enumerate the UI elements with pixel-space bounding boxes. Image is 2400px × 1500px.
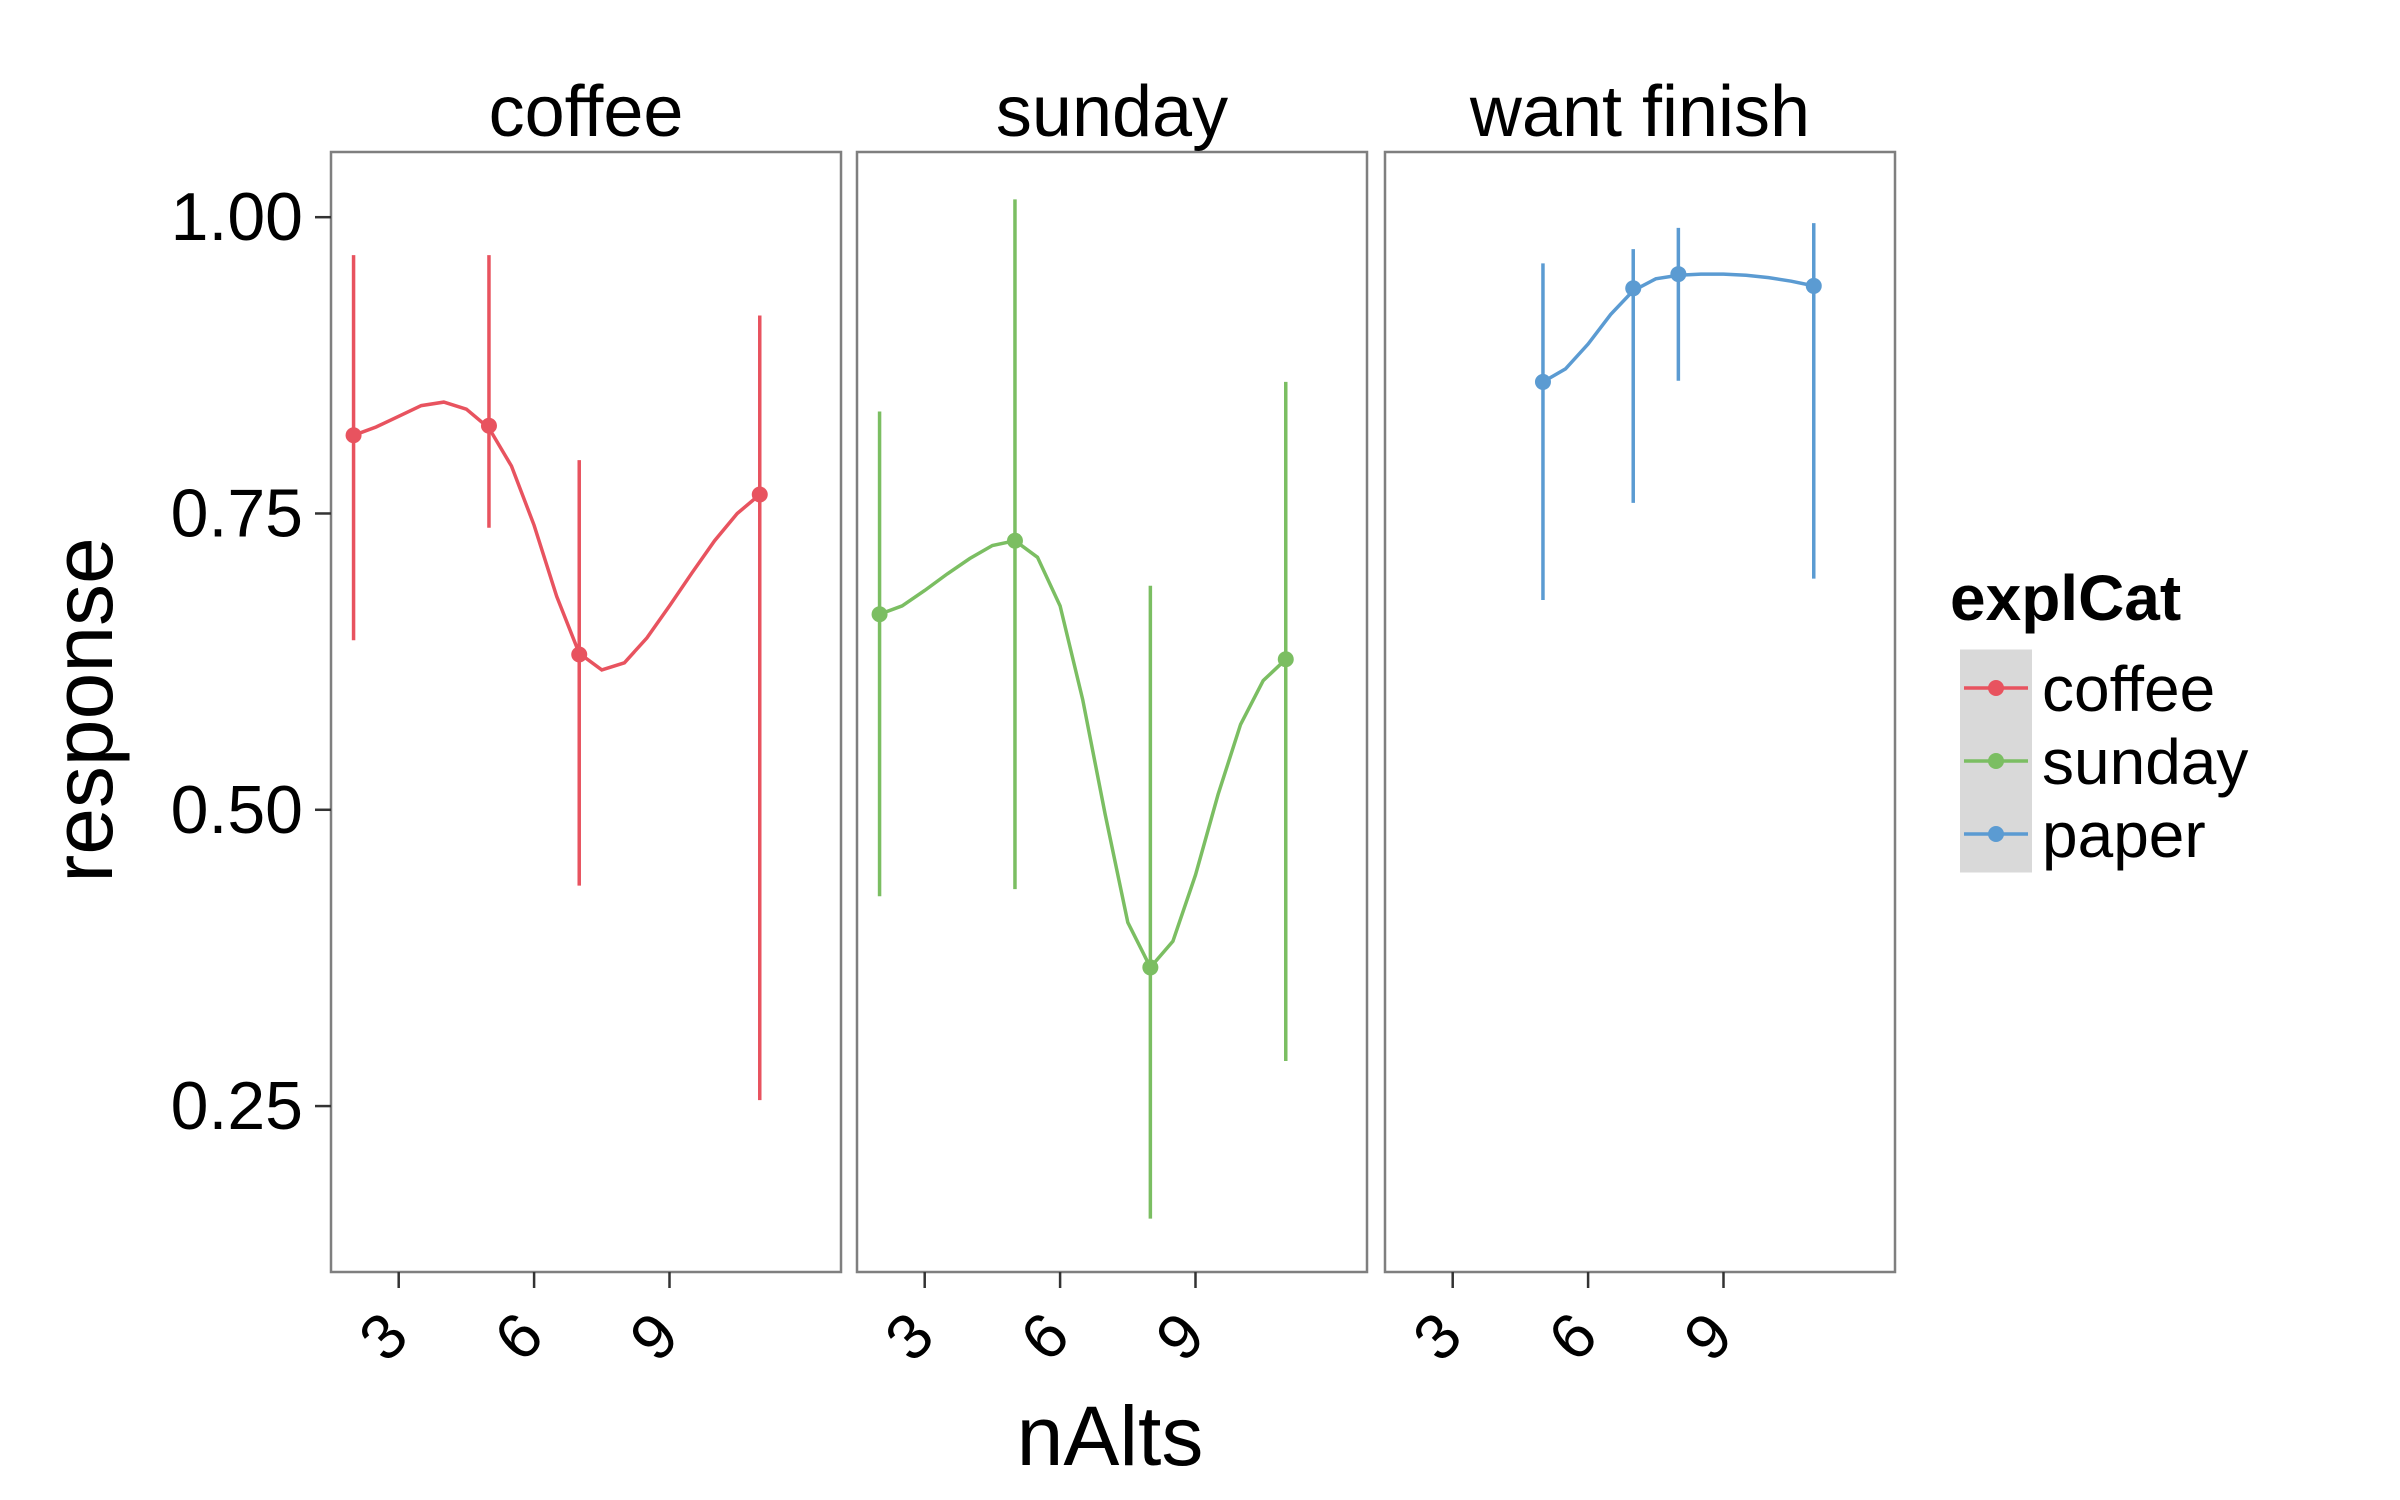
x-tick-label: 9 xyxy=(616,1298,692,1374)
data-point xyxy=(871,606,888,623)
legend-label: paper xyxy=(2042,799,2206,871)
data-point xyxy=(751,486,768,503)
x-tick-label: 3 xyxy=(871,1298,947,1374)
legend-label: sunday xyxy=(2042,726,2248,798)
data-point xyxy=(1142,959,1159,976)
x-tick-label: 3 xyxy=(1399,1298,1475,1374)
data-point xyxy=(345,427,362,444)
y-tick-label: 1.00 xyxy=(171,179,303,255)
x-tick-label: 9 xyxy=(1142,1298,1218,1374)
data-point xyxy=(480,417,497,434)
facet-0: coffee 3 6 9 xyxy=(329,72,843,1374)
facet-title: want finish xyxy=(1469,72,1810,152)
y-tick-label: 0.25 xyxy=(171,1068,303,1144)
data-point xyxy=(1006,532,1023,549)
x-tick-label: 9 xyxy=(1670,1298,1746,1374)
x-tick-label: 6 xyxy=(1535,1298,1611,1374)
x-tick-label: 3 xyxy=(345,1298,421,1374)
data-point xyxy=(571,646,588,663)
y-axis-label: response xyxy=(36,537,130,883)
legend-entry: coffee xyxy=(1964,653,2215,725)
legend-label: coffee xyxy=(2042,653,2215,725)
legend-title: explCat xyxy=(1950,562,2181,634)
legend-key-point xyxy=(1988,753,2004,769)
legend-key-point xyxy=(1988,680,2004,696)
facet-2: want finish 3 6 9 xyxy=(1383,72,1897,1374)
facet-title: coffee xyxy=(489,72,684,152)
x-tick-label: 6 xyxy=(481,1298,557,1374)
panel-border xyxy=(855,150,1369,1274)
panel-border xyxy=(329,150,843,1274)
facet-1: sunday 3 6 9 xyxy=(855,72,1369,1374)
y-tick-label: 0.50 xyxy=(171,772,303,848)
data-point xyxy=(1805,277,1822,294)
legend-entry: paper xyxy=(1964,799,2206,871)
y-tick-label: 0.75 xyxy=(171,475,303,551)
panel-border xyxy=(1383,150,1897,1274)
data-point xyxy=(1534,373,1551,390)
data-point xyxy=(1277,651,1294,668)
data-point xyxy=(1670,266,1687,283)
facet-title: sunday xyxy=(996,72,1228,152)
smooth-line xyxy=(352,400,761,672)
x-tick-label: 6 xyxy=(1007,1298,1083,1374)
smooth-line xyxy=(878,538,1288,971)
data-point xyxy=(1625,280,1642,297)
y-axis: 0.25 0.50 0.75 1.00 xyxy=(171,179,331,1144)
x-axis-label: nAlts xyxy=(1017,1389,1204,1483)
legend-key-point xyxy=(1988,826,2004,842)
legend-entry: sunday xyxy=(1964,726,2248,798)
